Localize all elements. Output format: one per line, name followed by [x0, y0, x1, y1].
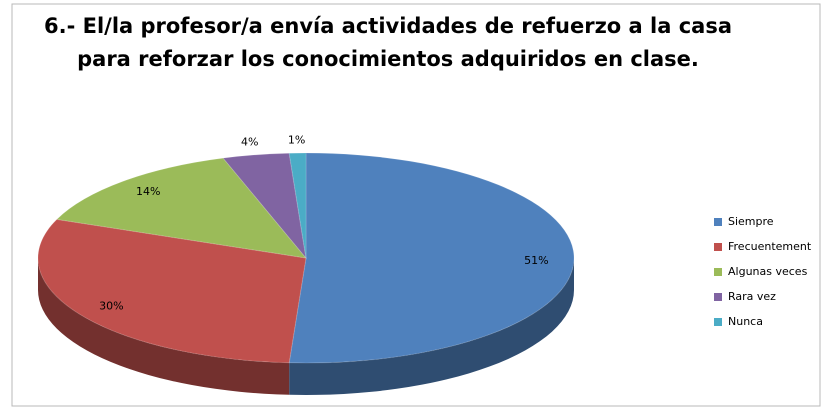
legend-swatch — [714, 218, 722, 226]
data-label: 1% — [288, 133, 305, 146]
data-label: 51% — [524, 254, 548, 267]
data-label: 30% — [99, 299, 123, 312]
legend-swatch — [714, 318, 722, 326]
legend-label: Siempre — [728, 215, 774, 228]
slice-side — [38, 258, 290, 395]
legend-swatch — [714, 293, 722, 301]
data-label: 4% — [241, 135, 258, 148]
legend-label: Frecuentement — [728, 240, 812, 253]
data-label: 14% — [136, 185, 160, 198]
legend-label: Nunca — [728, 315, 763, 328]
legend-swatch — [714, 243, 722, 251]
slice — [288, 152, 307, 259]
chart-border — [11, 3, 821, 407]
legend-label: Algunas veces — [728, 265, 808, 278]
slice — [37, 218, 307, 364]
legend-label: Rara vez — [728, 290, 776, 303]
slice — [288, 152, 575, 364]
slice — [55, 157, 308, 259]
legend-swatch — [714, 268, 722, 276]
chart-title: 6.- El/la profesor/a envía actividades d… — [43, 14, 733, 71]
slice-side — [289, 258, 574, 395]
slice — [222, 152, 307, 260]
